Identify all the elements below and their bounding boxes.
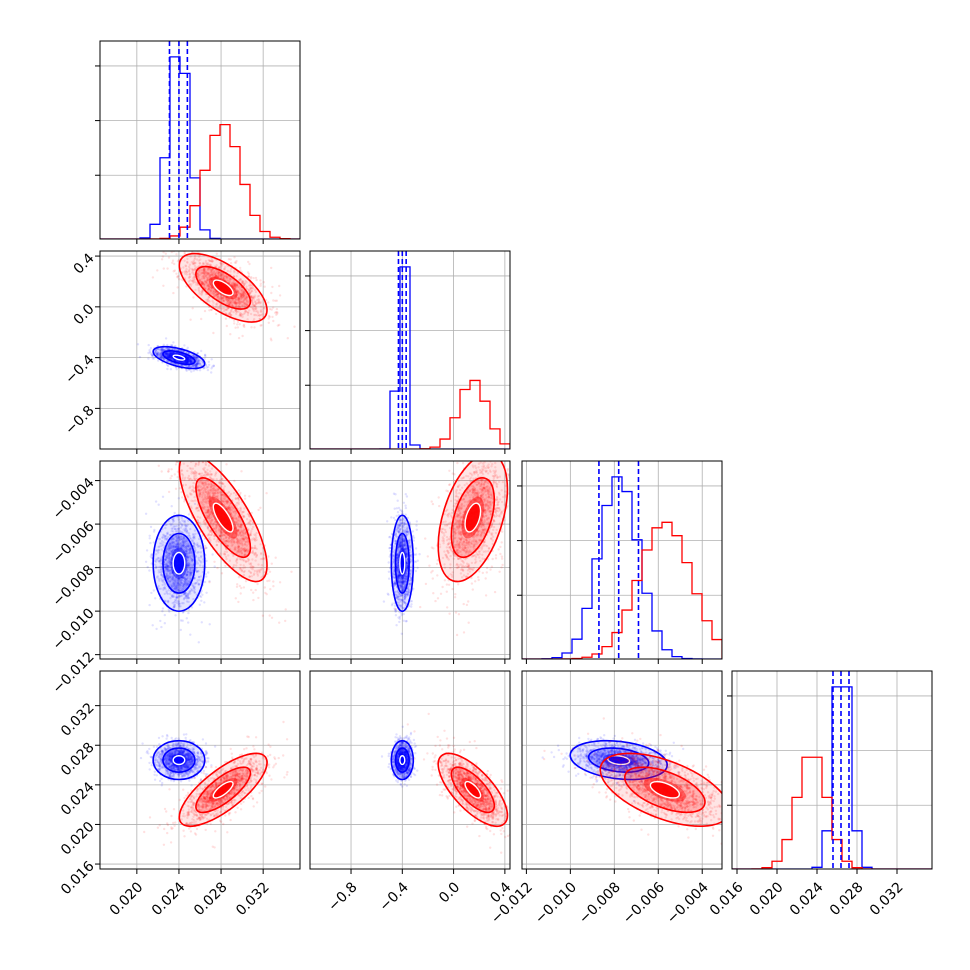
- panel-3-2: [522, 671, 722, 869]
- y-tick-label: 0.024: [58, 779, 98, 819]
- core-series_b: [464, 502, 482, 533]
- x-tick-label: −0.006: [620, 879, 668, 927]
- panel-frame: [309, 460, 511, 660]
- panel-frame: [309, 250, 511, 450]
- scatter-points-series_b: [157, 461, 293, 624]
- y-tick-label: −0.004: [50, 475, 98, 523]
- histogram-series_b: [310, 379, 510, 449]
- y-tick-label: 0.016: [58, 858, 98, 898]
- x-tick-label: 0.020: [747, 879, 787, 919]
- x-tick-label: 0.032: [867, 879, 907, 919]
- core-series_a: [399, 551, 406, 575]
- y-tick-label: −0.008: [50, 562, 98, 610]
- panel-frame: [309, 670, 511, 870]
- panel-frame: [521, 670, 723, 870]
- x-tick-label: 0.032: [233, 879, 273, 919]
- y-tick-label: 0.032: [58, 700, 98, 740]
- panel-3-1: [310, 671, 510, 869]
- y-tick-label: 0.0: [71, 301, 98, 328]
- core-series_b: [464, 780, 482, 799]
- panel-1-0: [100, 251, 300, 449]
- y-tick-label: −0.4: [62, 352, 97, 387]
- y-tick-label: −0.8: [62, 403, 97, 438]
- panel-3-0: [100, 671, 300, 869]
- core-series_a: [607, 755, 631, 766]
- x-tick-label: −0.8: [325, 879, 360, 914]
- histogram-series_b: [522, 521, 722, 659]
- y-tick-label: 0.020: [58, 819, 98, 859]
- core-series_b: [212, 279, 234, 297]
- y-tick-label: −0.006: [50, 518, 98, 566]
- panel-frame: [99, 670, 301, 870]
- panel-2-0: [100, 461, 300, 659]
- x-tick-label: −0.008: [576, 879, 624, 927]
- x-tick-label: 0.024: [787, 879, 827, 919]
- y-tick-label: −0.012: [50, 649, 98, 697]
- x-tick-label: 0.028: [827, 879, 867, 919]
- y-tick-label: 0.4: [71, 250, 98, 277]
- panel-frame: [99, 250, 301, 450]
- core-series_b: [649, 780, 681, 799]
- histogram-series_a: [100, 56, 300, 239]
- histogram-series_a: [732, 686, 932, 869]
- x-tick-label: 0.0: [436, 879, 463, 906]
- x-tick-label: −0.004: [664, 879, 712, 927]
- diag-panel-0: [100, 41, 300, 239]
- core-series_b: [212, 780, 234, 799]
- histogram-series_a: [310, 266, 510, 449]
- x-tick-label: 0.024: [149, 879, 189, 919]
- panel-frame: [731, 670, 933, 870]
- x-tick-label: −0.010: [532, 879, 580, 927]
- core-series_a: [172, 354, 186, 361]
- panel-frame: [99, 40, 301, 240]
- core-series_a: [172, 551, 186, 575]
- core-series_b: [212, 502, 234, 533]
- x-tick-label: 0.020: [107, 879, 147, 919]
- y-tick-label: 0.028: [58, 740, 98, 780]
- x-tick-label: 0.028: [191, 879, 231, 919]
- diag-panel-3: [732, 671, 932, 869]
- diag-panel-2: [522, 461, 722, 659]
- panel-2-1: [310, 461, 510, 659]
- core-series_a: [399, 755, 406, 766]
- panel-frame: [99, 460, 301, 660]
- core-series_a: [172, 755, 186, 766]
- x-tick-label: 0.016: [707, 879, 747, 919]
- x-tick-label: −0.4: [377, 879, 412, 914]
- y-tick-label: −0.010: [50, 605, 98, 653]
- diag-panel-1: [310, 251, 510, 449]
- panel-frame: [521, 460, 723, 660]
